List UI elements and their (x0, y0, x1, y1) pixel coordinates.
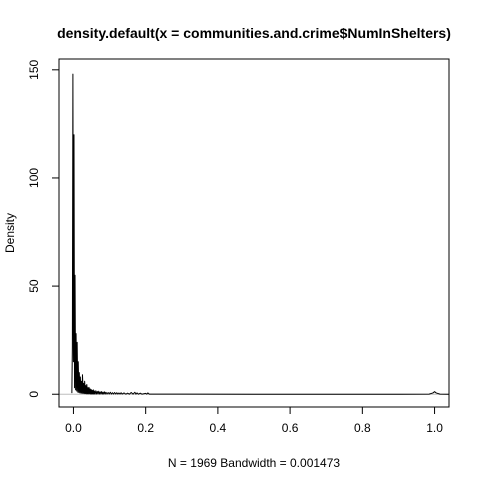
y-tick-label: 150 (27, 59, 41, 79)
x-tick-label: 0.4 (210, 421, 227, 435)
x-axis: 0.0 0.2 0.4 0.6 0.8 1.0 (65, 406, 443, 435)
y-tick-label: 0 (27, 391, 41, 398)
x-axis-label: N = 1969 Bandwidth = 0.001473 (168, 456, 340, 470)
x-tick-label: 1.0 (426, 421, 443, 435)
plot-frame (58, 58, 450, 408)
y-axis: 0 50 100 150 (27, 59, 60, 398)
x-tick-label: 0.6 (282, 421, 299, 435)
y-tick-label: 100 (27, 168, 41, 188)
density-curve (71, 73, 450, 395)
y-tick-label: 50 (27, 279, 41, 293)
chart-title: density.default(x = communities.and.crim… (57, 25, 451, 41)
y-axis-label: Density (3, 213, 17, 253)
x-tick-label: 0.2 (137, 421, 154, 435)
x-tick-label: 0.0 (65, 421, 82, 435)
x-tick-label: 0.8 (354, 421, 371, 435)
density-marks (59, 73, 450, 395)
